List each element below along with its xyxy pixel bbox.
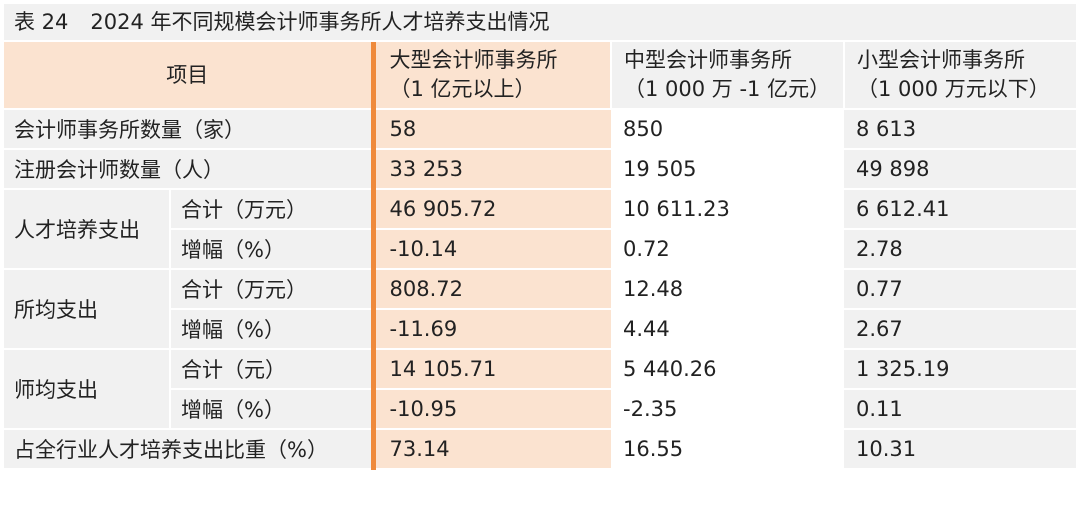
cell-large: 33 253 <box>370 149 611 190</box>
row-sub-label: 增幅（%） <box>169 389 373 430</box>
header-large-firms: 大型会计师事务所 （1 亿元以上） <box>370 42 611 110</box>
cell-small: 0.11 <box>844 389 1076 430</box>
row-sub-label: 合计（元） <box>169 349 373 390</box>
row-group-label: 人才培养支出 <box>4 189 170 270</box>
row-sub-label: 增幅（%） <box>169 229 373 270</box>
row-label: 占全行业人才培养支出比重（%） <box>4 429 373 470</box>
table-row: 增幅（%） -10.95 -2.35 0.11 <box>4 389 1076 430</box>
header-row: 项目 大型会计师事务所 （1 亿元以上） 中型会计师事务所 （1 000 万 -… <box>4 42 1076 110</box>
cell-small: 49 898 <box>844 149 1076 190</box>
cell-large: -10.95 <box>370 389 611 430</box>
cell-large: -11.69 <box>370 309 611 350</box>
header-medium-range: （1 000 万 -1 亿元） <box>624 77 831 101</box>
row-label: 会计师事务所数量（家） <box>4 109 373 150</box>
table-row: 人才培养支出 合计（万元） 46 905.72 10 611.23 6 612.… <box>4 189 1076 270</box>
row-sub-label: 合计（万元） <box>169 189 373 230</box>
row-group-label: 师均支出 <box>4 349 170 430</box>
table-row: 增幅（%） -10.14 0.72 2.78 <box>4 229 1076 270</box>
cell-small: 8 613 <box>844 109 1076 150</box>
cell-small: 6 612.41 <box>844 189 1076 230</box>
row-sub-label: 增幅（%） <box>169 309 373 350</box>
cell-small: 1 325.19 <box>844 349 1076 390</box>
cell-small: 10.31 <box>844 429 1076 470</box>
table-row: 注册会计师数量（人） 33 253 19 505 49 898 <box>4 149 1076 190</box>
cell-medium: 0.72 <box>611 229 844 270</box>
cell-small: 0.77 <box>844 269 1076 310</box>
header-medium-firms: 中型会计师事务所 （1 000 万 -1 亿元） <box>610 42 844 110</box>
row-group-label: 所均支出 <box>4 269 170 350</box>
cell-large: 46 905.72 <box>370 189 611 230</box>
cell-large: 58 <box>370 109 611 150</box>
table-caption: 表 24 2024 年不同规模会计师事务所人才培养支出情况 <box>4 4 1076 42</box>
cell-large: 808.72 <box>370 269 611 310</box>
cell-medium: -2.35 <box>611 389 844 430</box>
header-large-range: （1 亿元以上） <box>389 77 536 101</box>
table-title: 2024 年不同规模会计师事务所人才培养支出情况 <box>90 10 550 34</box>
table-row: 所均支出 合计（万元） 808.72 12.48 0.77 <box>4 269 1076 350</box>
table-row: 会计师事务所数量（家） 58 850 8 613 <box>4 109 1076 150</box>
table-container: 表 24 2024 年不同规模会计师事务所人才培养支出情况 项目 大型会计师事务所… <box>4 4 1076 470</box>
talent-expense-table: 项目 大型会计师事务所 （1 亿元以上） 中型会计师事务所 （1 000 万 -… <box>4 42 1076 470</box>
header-small-name: 小型会计师事务所 <box>857 48 1025 72</box>
cell-medium: 5 440.26 <box>611 349 844 390</box>
cell-medium: 4.44 <box>611 309 844 350</box>
header-large-name: 大型会计师事务所 <box>389 48 558 72</box>
header-small-firms: 小型会计师事务所 （1 000 万元以下） <box>843 42 1076 110</box>
row-sub-label: 合计（万元） <box>169 269 373 310</box>
cell-medium: 19 505 <box>611 149 844 190</box>
cell-large: 73.14 <box>370 429 611 470</box>
table-number: 表 24 <box>14 10 69 34</box>
cell-large: -10.14 <box>370 229 611 270</box>
cell-small: 2.78 <box>844 229 1076 270</box>
table-row: 师均支出 合计（元） 14 105.71 5 440.26 1 325.19 <box>4 349 1076 430</box>
cell-medium: 10 611.23 <box>611 189 844 230</box>
cell-large: 14 105.71 <box>370 349 611 390</box>
cell-medium: 850 <box>611 109 844 150</box>
cell-medium: 16.55 <box>611 429 844 470</box>
cell-medium: 12.48 <box>611 269 844 310</box>
cell-small: 2.67 <box>844 309 1076 350</box>
header-medium-name: 中型会计师事务所 <box>624 48 792 72</box>
table-row: 增幅（%） -11.69 4.44 2.67 <box>4 309 1076 350</box>
row-label: 注册会计师数量（人） <box>4 149 373 190</box>
header-item: 项目 <box>4 42 373 110</box>
header-small-range: （1 000 万元以下） <box>857 77 1050 101</box>
table-row: 占全行业人才培养支出比重（%） 73.14 16.55 10.31 <box>4 429 1076 470</box>
